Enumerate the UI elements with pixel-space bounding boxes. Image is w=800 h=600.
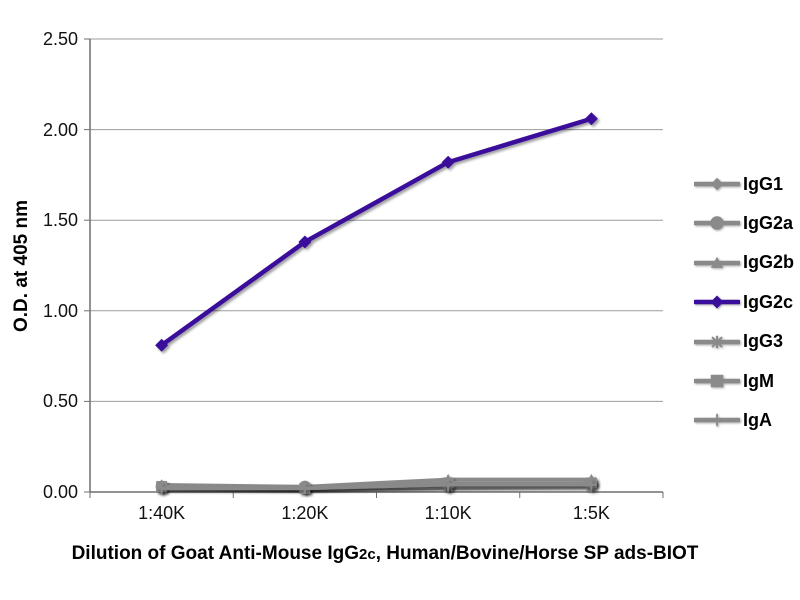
- y-tick-label: 2.50: [42, 29, 78, 49]
- gridlines: [84, 38, 663, 493]
- data-point-triangle-marker: [710, 256, 724, 268]
- legend-item-IgG3: IgG3: [694, 329, 783, 355]
- y-tick-label: 1.50: [42, 210, 78, 231]
- legend-triangle-swatch-icon: [694, 256, 740, 268]
- x-axis-title-text: Dilution of Goat Anti-Mouse IgG: [71, 543, 359, 564]
- y-tick-label: 2.00: [42, 119, 78, 140]
- legend-circle-swatch-icon: [694, 216, 740, 231]
- data-point-asterisk-marker: [711, 335, 723, 348]
- legend-label: IgG3: [743, 331, 784, 352]
- data-point-diamond-marker: [584, 112, 598, 126]
- legend-plus-swatch-icon: [694, 414, 740, 427]
- data-point-square-marker: [710, 374, 724, 388]
- legend-item-IgG2c: IgG2c: [694, 289, 793, 315]
- legend-diamond-swatch-icon: [694, 177, 740, 191]
- x-tick-label: 1:5K: [572, 503, 610, 523]
- data-point-plus-marker: [442, 479, 454, 491]
- series-IgG2c: [155, 112, 598, 352]
- legend-item-IgM: IgM: [694, 368, 774, 394]
- x-axis-title-subscript: 2c: [359, 546, 376, 563]
- y-tick-label: 1.00: [42, 300, 78, 321]
- data-point-diamond-marker: [710, 177, 724, 191]
- legend-asterisk-swatch-icon: [694, 335, 740, 348]
- legend-square-swatch-icon: [694, 374, 740, 388]
- y-tick-label: 0.00: [42, 482, 78, 502]
- legend-label: IgM: [743, 370, 774, 391]
- series-line-IgG2b: [159, 477, 594, 489]
- legend-label: IgG2c: [743, 291, 794, 312]
- legend-label: IgG1: [743, 173, 784, 194]
- data-point-diamond-marker: [298, 235, 312, 249]
- x-axis-title: Dilution of Goat Anti-Mouse IgG2c, Human…: [35, 543, 735, 565]
- data-point-plus-marker: [585, 479, 597, 491]
- data-point-plus-marker: [299, 482, 311, 494]
- legend-item-IgA: IgA: [694, 407, 772, 433]
- series-line-IgG2c: [159, 116, 594, 348]
- y-tick-label: 0.50: [42, 391, 78, 412]
- legend-label: IgG2a: [743, 212, 794, 233]
- legend-item-IgG2a: IgG2a: [694, 210, 793, 236]
- x-axis-title-text: , Human/Bovine/Horse SP ads-BIOT: [375, 543, 699, 564]
- x-axis-ticks: [89, 492, 664, 498]
- legend-diamond-swatch-icon: [694, 295, 740, 309]
- data-point-diamond-marker: [441, 155, 455, 169]
- data-point-diamond-marker: [710, 295, 724, 309]
- x-tick-label: 1:40K: [138, 503, 186, 523]
- x-tick-label: 1:10K: [424, 503, 472, 523]
- legend-label: IgA: [743, 409, 772, 430]
- data-point-plus-marker: [710, 414, 724, 427]
- series-line-IgA: [159, 483, 594, 491]
- legend-label: IgG2b: [743, 252, 795, 273]
- axes: [89, 39, 663, 493]
- data-point-circle-marker: [710, 216, 724, 231]
- series-IgA: [156, 479, 597, 494]
- legend-item-IgG1: IgG1: [694, 171, 783, 197]
- data-point-diamond-marker: [155, 338, 169, 352]
- x-tick-label: 1:20K: [281, 503, 329, 523]
- legend-item-IgG2b: IgG2b: [694, 250, 794, 276]
- data-point-plus-marker: [156, 482, 168, 494]
